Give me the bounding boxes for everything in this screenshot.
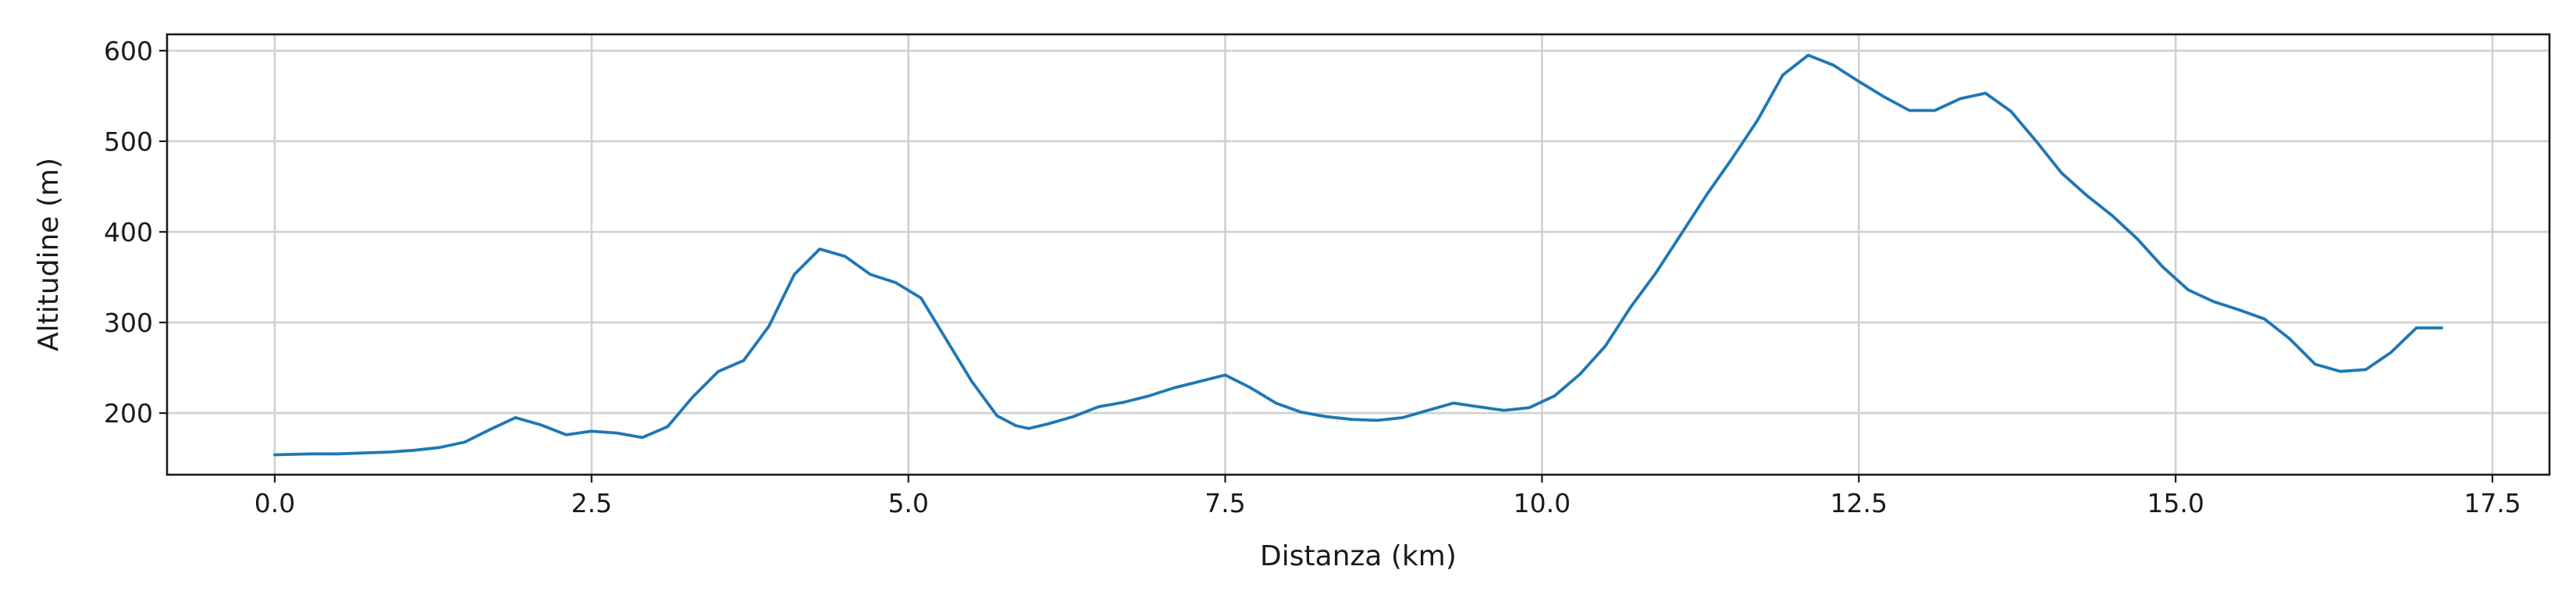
series-layer (273, 53, 2443, 457)
y-tick-label: 500 (104, 126, 153, 157)
x-tick-label: 12.5 (1831, 488, 1888, 518)
axis-ticks: 0.0 2.5 5.0 7.5 10.0 12.5 15.0 17.5 200 300 400 500… (104, 36, 2521, 518)
elevation-profile-line (273, 53, 2443, 457)
gridlines (167, 34, 2549, 475)
y-tick-label: 300 (104, 308, 153, 338)
x-axis-label: Distanza (km) (1260, 540, 1457, 572)
x-tick-label: 17.5 (2464, 488, 2521, 518)
y-axis-label: Altitudine (m) (33, 158, 65, 351)
x-tick-label: 10.0 (1514, 488, 1571, 518)
x-tick-label: 0.0 (254, 488, 295, 518)
plot-frame (165, 33, 2551, 476)
x-tick-label: 15.0 (2147, 488, 2204, 518)
x-tick-label: 7.5 (1204, 488, 1245, 518)
x-tick-label: 5.0 (888, 488, 928, 518)
y-tick-label: 200 (104, 398, 153, 429)
y-tick-label: 400 (104, 217, 153, 248)
x-tick-label: 2.5 (571, 488, 612, 518)
y-tick-label: 600 (104, 36, 153, 66)
